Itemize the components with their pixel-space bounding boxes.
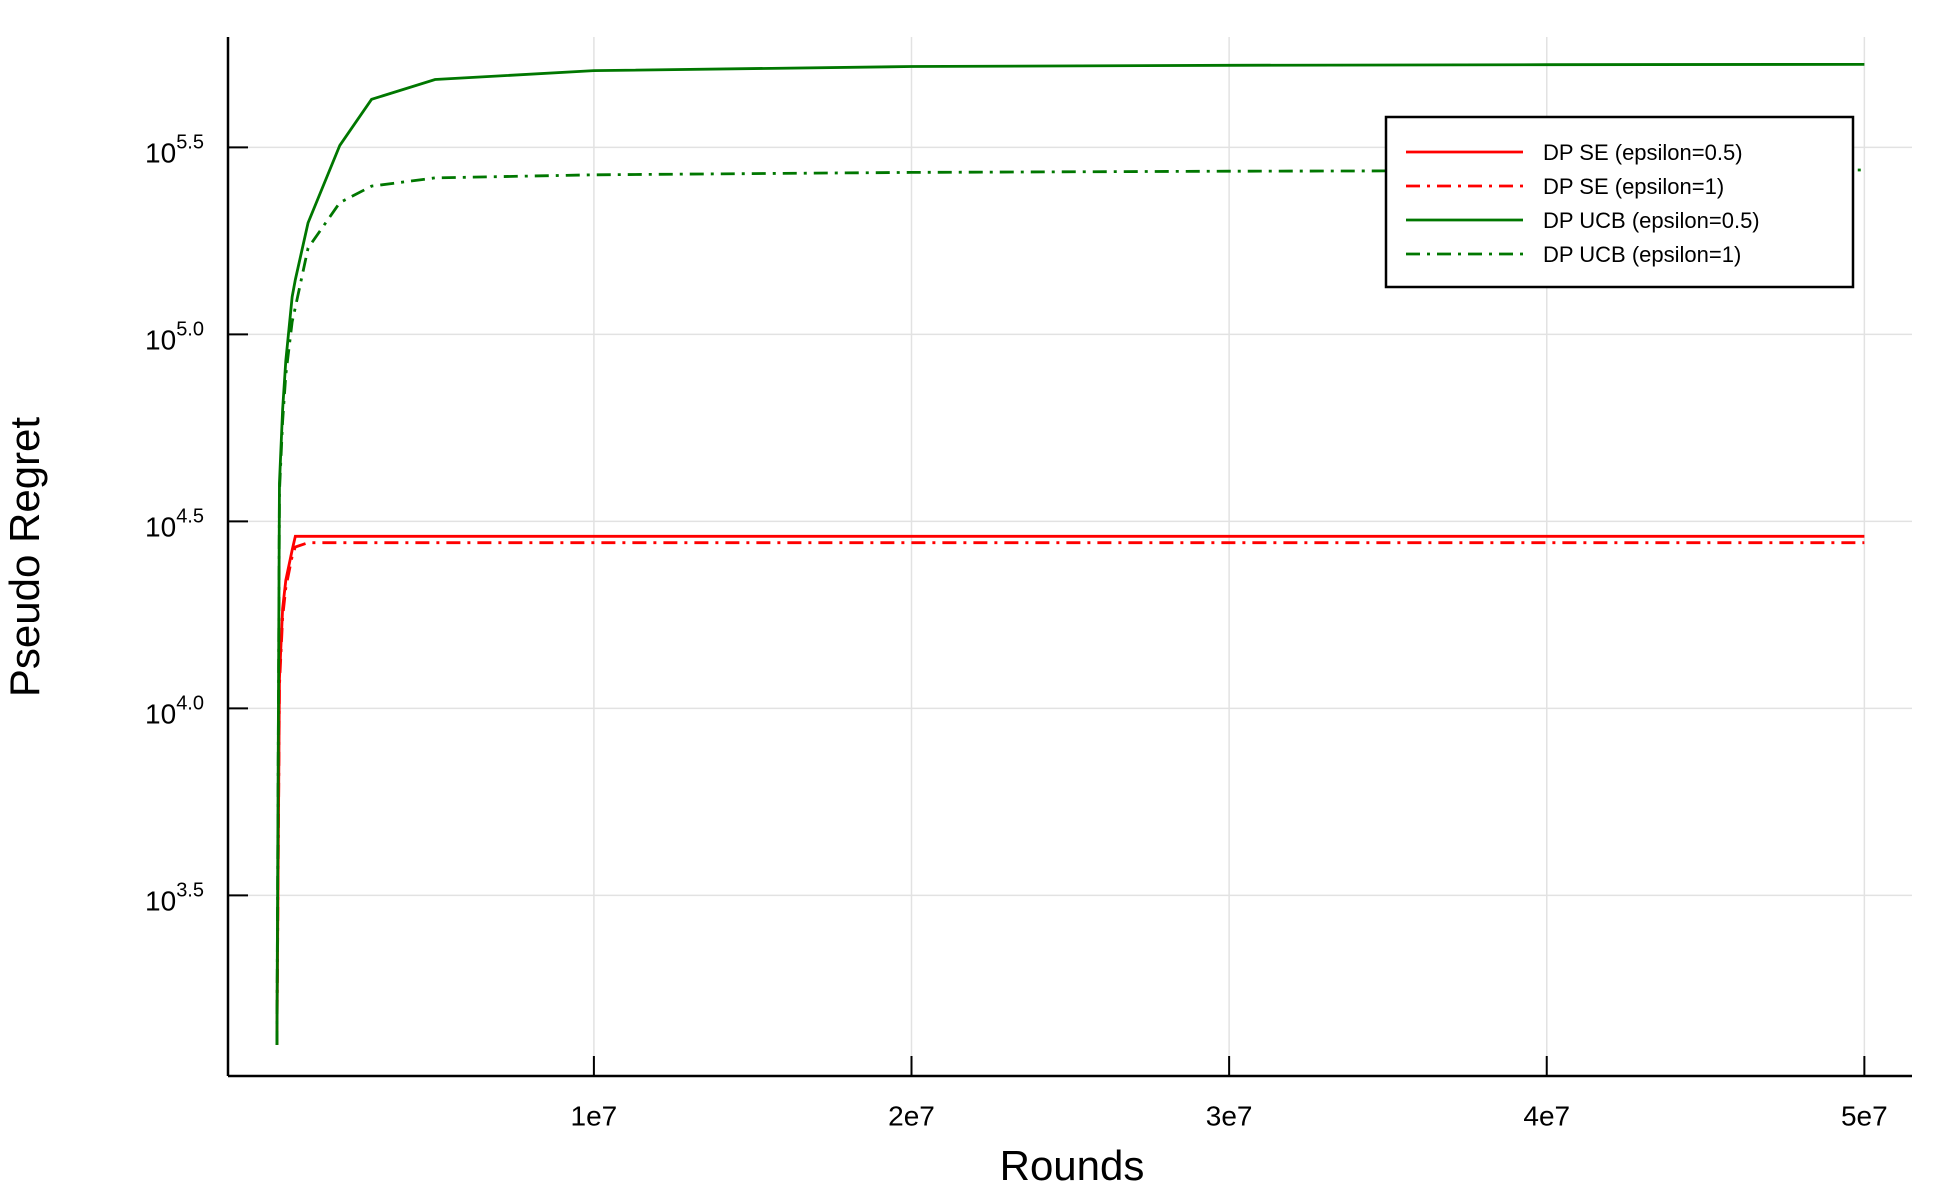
y-tick-base: 10 bbox=[145, 325, 176, 356]
x-tick-label: 1e7 bbox=[571, 1100, 618, 1131]
y-tick-label: 105.5 bbox=[145, 132, 204, 169]
x-axis-label: Rounds bbox=[1000, 1142, 1145, 1189]
y-tick-base: 10 bbox=[145, 699, 176, 730]
x-tick-label: 2e7 bbox=[888, 1100, 935, 1131]
series-line bbox=[275, 168, 1865, 1045]
x-tick-label: 4e7 bbox=[1523, 1100, 1570, 1131]
y-tick-base: 10 bbox=[145, 886, 176, 917]
y-tick-label: 104.0 bbox=[145, 693, 204, 730]
series-line bbox=[275, 541, 1865, 1045]
y-tick-base: 10 bbox=[145, 138, 176, 169]
x-tick-label: 5e7 bbox=[1841, 1100, 1888, 1131]
y-tick-exponent: 3.5 bbox=[176, 880, 204, 902]
legend-label: DP UCB (epsilon=1) bbox=[1543, 242, 1741, 267]
y-tick-exponent: 4.0 bbox=[176, 693, 204, 715]
series-line bbox=[275, 534, 1865, 1045]
legend-box bbox=[1384, 115, 1855, 289]
y-tick-exponent: 5.5 bbox=[176, 132, 204, 154]
y-tick-base: 10 bbox=[145, 512, 176, 543]
x-tick-label: 3e7 bbox=[1206, 1100, 1253, 1131]
y-tick-exponent: 5.0 bbox=[176, 319, 204, 341]
y-tick-label: 104.5 bbox=[145, 506, 204, 543]
legend-label: DP SE (epsilon=1) bbox=[1543, 174, 1724, 199]
y-axis-label: Pseudo Regret bbox=[1, 417, 48, 698]
legend-label: DP UCB (epsilon=0.5) bbox=[1543, 208, 1760, 233]
y-tick-label: 103.5 bbox=[145, 880, 204, 917]
y-tick-label: 105.0 bbox=[145, 319, 204, 356]
legend-label: DP SE (epsilon=0.5) bbox=[1543, 140, 1743, 165]
y-tick-exponent: 4.5 bbox=[176, 506, 204, 528]
